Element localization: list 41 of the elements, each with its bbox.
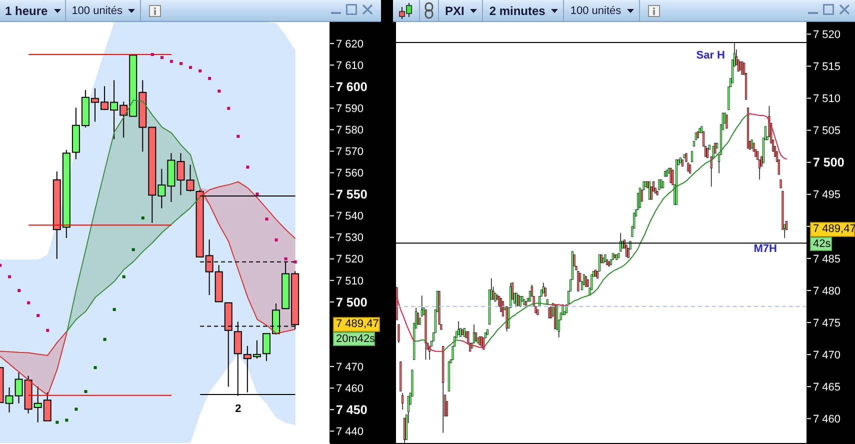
dropdown: 2 minutes (483, 0, 564, 21)
timer-tag: 20m42s (333, 332, 375, 346)
y-tick-label: 7 450 (336, 402, 368, 417)
y-tick-label: 7 515 (813, 61, 841, 74)
y-tick-label: 7 580 (336, 124, 364, 137)
y-tick-label: 7 560 (336, 168, 364, 180)
timer-tag: 42s (810, 237, 832, 252)
y-tick-label: 7 465 (813, 381, 841, 394)
y-tick-label: 7 530 (336, 232, 364, 244)
y-tick-label: 7 620 (336, 38, 364, 50)
y-tick-label: 7 475 (813, 317, 841, 330)
y-tick-label: 7 440 (336, 426, 364, 438)
x-tick-label: 2 (235, 403, 242, 415)
y-tick-label: 7 510 (336, 275, 364, 288)
y-tick-label: 7 590 (336, 102, 364, 115)
ref-line-label: Sar H (696, 50, 726, 62)
y-tick-label: 7 550 (336, 188, 368, 202)
y-tick-label: 7 610 (336, 60, 364, 72)
y-tick-label: 7 570 (336, 146, 364, 158)
y-tick-label: 7 500 (813, 156, 844, 170)
y-tick-label: 7 470 (336, 361, 364, 374)
y-tick-label: 7 505 (813, 125, 841, 138)
y-tick-label: 7 470 (813, 349, 841, 362)
y-tick-label: 7 480 (813, 285, 841, 298)
dropdown: 100 unités (564, 0, 640, 21)
y-tick-label: 7 460 (813, 414, 841, 426)
dropdown: PXI (439, 0, 484, 21)
y-tick-label: 7 485 (813, 253, 841, 266)
ref-line-label: M7H (754, 243, 778, 256)
dropdown: 1 heure (0, 0, 66, 21)
y-tick-label: 7 460 (336, 382, 364, 395)
y-tick-label: 7 600 (336, 80, 368, 94)
y-tick-label: 7 495 (813, 189, 841, 202)
y-tick-label: 7 500 (336, 295, 368, 310)
dropdown: 100 unités (66, 0, 142, 21)
y-tick-label: 7 520 (336, 254, 364, 266)
y-tick-label: 7 540 (336, 210, 364, 223)
y-tick-label: 7 510 (813, 93, 841, 106)
price-tag: 7 489,47 (810, 222, 855, 238)
y-tick-label: 7 520 (813, 29, 841, 42)
price-tag: 7 489,47 (333, 317, 380, 332)
